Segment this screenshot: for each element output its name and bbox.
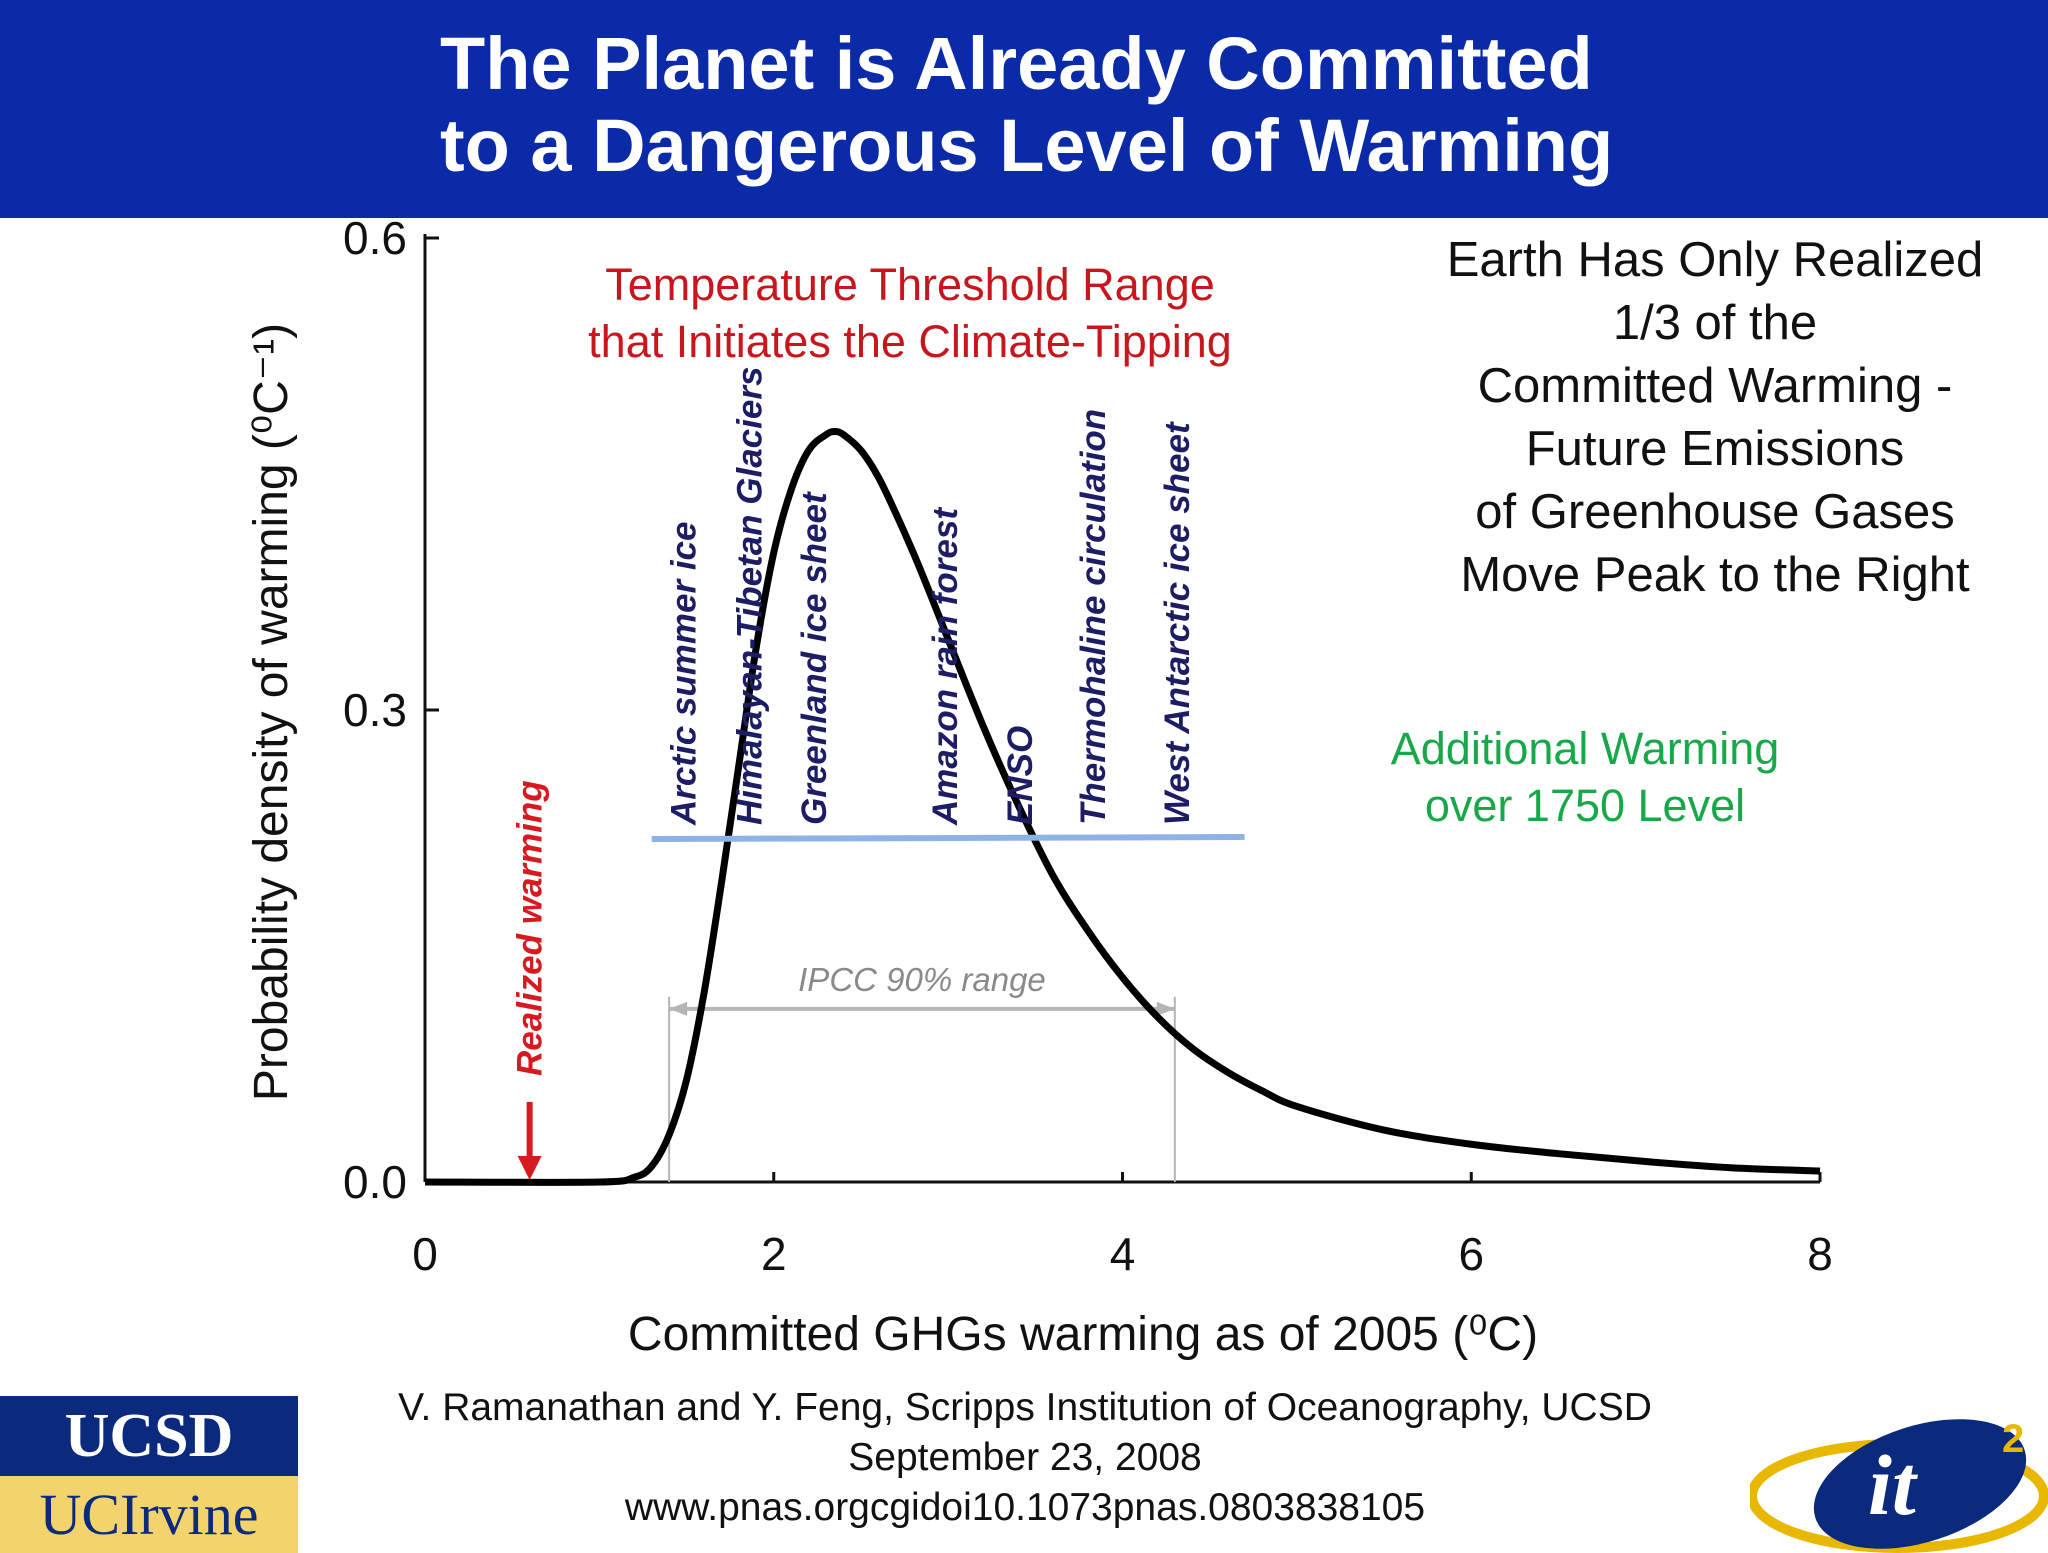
ipcc-range-arrow-left	[669, 1001, 688, 1016]
ipcc-range-label: IPCC 90% range	[798, 961, 1046, 998]
probability-curve	[424, 428, 1821, 1186]
it2-logo: it 2	[1750, 1417, 2048, 1553]
page-title-line-2: to a Dangerous Level of Warming	[440, 104, 1614, 187]
additional-warming-line: Additional Warming	[1390, 723, 1780, 774]
tipping-labels: Arctic summer ice Himalayan-Tibetan Glaci…	[664, 367, 1196, 826]
realized-annotation-line: Earth Has Only Realized	[1446, 233, 1984, 287]
x-tick-label: 6	[1458, 1228, 1484, 1280]
it2-logo-superscript: 2	[2002, 1417, 2024, 1461]
x-tick-label: 2	[761, 1228, 787, 1280]
citation-date: September 23, 2008	[848, 1436, 1202, 1479]
tipping-element-label: West Antarctic ice sheet	[1158, 421, 1197, 825]
tipping-element-label: Amazon rain forest	[926, 507, 965, 826]
it2-logo-text: it	[1868, 1437, 1919, 1533]
page-title-line-1: The Planet is Already Committed	[440, 22, 1593, 105]
threshold-annotation: Temperature Threshold Range that Initiat…	[540, 256, 1280, 370]
probability-density-line	[424, 428, 1821, 1186]
realized-annotation-line: Future Emissions	[1525, 422, 1905, 476]
ucsd-ucirvine-logo: UCSD UCIrvine	[0, 1396, 298, 1553]
realized-annotation-line: Committed Warming -	[1477, 359, 1953, 413]
tipping-element-label: Greenland ice sheet	[795, 491, 834, 825]
x-tick-label: 8	[1807, 1228, 1833, 1280]
citation-url: www.pnas.orgcgidoi10.1073pnas.0803838105	[624, 1486, 1426, 1529]
threshold-line	[651, 834, 1245, 843]
x-axis-title: Committed GHGs warming as of 2005 (⁰C)	[628, 1308, 1538, 1361]
tipping-element-label: Arctic summer ice	[664, 522, 703, 826]
chart-ticks: 0 2 4 6 8 0.0 0.3 0.6	[343, 212, 1833, 1280]
additional-warming-annotation: Additional Warming over 1750 Level	[1350, 720, 1820, 834]
threshold-annotation-line: that Initiates the Climate-Tipping	[588, 316, 1232, 367]
realized-annotation-line: 1/3 of the	[1612, 296, 1818, 350]
y-tick-label: 0.6	[343, 212, 407, 264]
realized-warming-arrow-head	[517, 1156, 542, 1180]
tipping-element-label: ENSO	[1001, 726, 1040, 825]
realized-warming: Realized warming	[511, 780, 550, 1180]
ucirvine-logo-text: UCIrvine	[0, 1476, 298, 1553]
ipcc-range-arrow-right	[1156, 1001, 1175, 1016]
additional-warming-line: over 1750 Level	[1424, 780, 1746, 831]
y-tick-label: 0.3	[343, 684, 407, 736]
y-axis-title: Probability density of warming (⁰C⁻¹)	[245, 323, 298, 1101]
realized-annotation: Earth Has Only Realized 1/3 of the Commi…	[1400, 229, 2030, 607]
it2-logo-oval	[1813, 1419, 2027, 1549]
x-tick-label: 4	[1110, 1228, 1136, 1280]
citation-authors: V. Ramanathan and Y. Feng, Scripps Insti…	[398, 1386, 1652, 1429]
title-bar: The Planet is Already Committed to a Dan…	[0, 0, 2048, 218]
tipping-element-label: Thermohaline circulation	[1074, 409, 1113, 825]
ipcc-range: IPCC 90% range	[668, 961, 1176, 1182]
realized-annotation-line: of Greenhouse Gases	[1475, 485, 1955, 539]
x-tick-label: 0	[412, 1228, 438, 1280]
threshold-annotation-line: Temperature Threshold Range	[605, 259, 1215, 310]
realized-warming-label: Realized warming	[511, 780, 550, 1076]
realized-annotation-line: Move Peak to the Right	[1460, 548, 1970, 602]
y-tick-label: 0.0	[343, 1156, 407, 1208]
tipping-element-label: Himalayan-Tibetan Glaciers	[731, 367, 770, 825]
citation: V. Ramanathan and Y. Feng, Scripps Insti…	[300, 1383, 1750, 1533]
ucsd-logo-text: UCSD	[0, 1396, 298, 1476]
threshold-line-group	[651, 834, 1245, 843]
